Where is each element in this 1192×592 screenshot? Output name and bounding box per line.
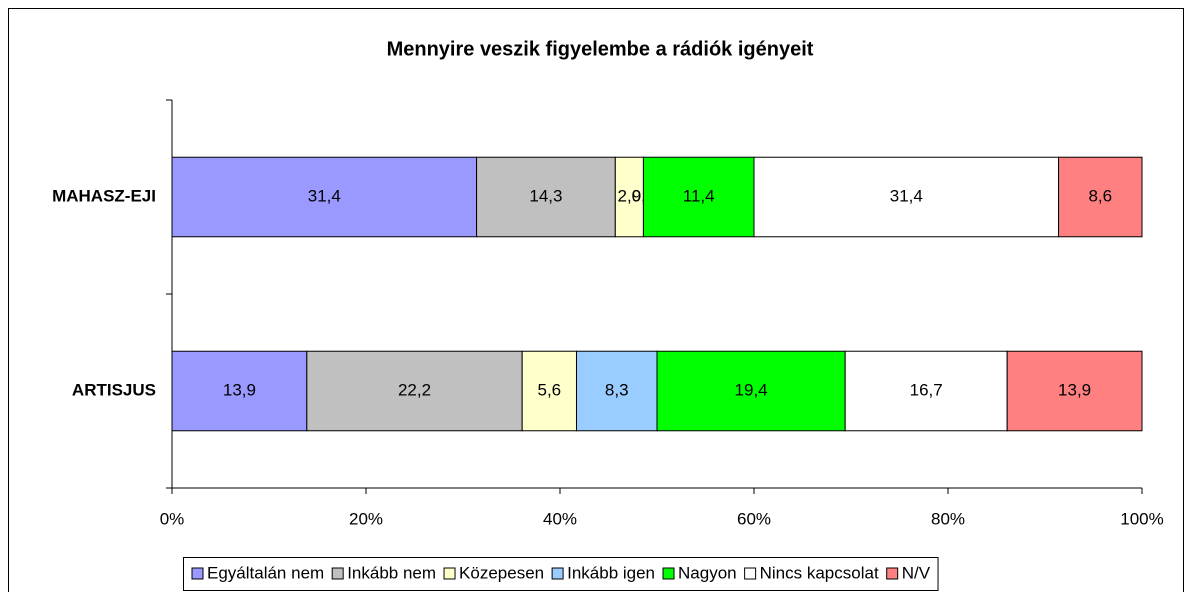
y-tick-label: ARTISJUS [72, 380, 156, 399]
bar-segment [171, 350, 308, 432]
legend-swatch [331, 567, 344, 580]
data-label: 31,4 [308, 186, 341, 205]
data-label: 16,7 [910, 380, 943, 399]
bar-segment [476, 156, 616, 238]
legend-label: Nincs kapcsolat [760, 563, 879, 582]
bar-segment [642, 156, 755, 238]
legend-label: Inkább igen [567, 563, 655, 582]
x-tick-label: 60% [737, 509, 771, 528]
legend-swatch [662, 567, 675, 580]
bar-segment [306, 350, 523, 432]
y-tick-label: MAHASZ-EJI [52, 186, 156, 205]
legend-swatch [443, 567, 456, 580]
data-label: 19,4 [735, 380, 768, 399]
bar-segment [1058, 156, 1143, 238]
bar-segment [171, 156, 478, 238]
data-label: 13,9 [1058, 380, 1091, 399]
data-label: 22,2 [398, 380, 431, 399]
chart-border [8, 8, 1184, 592]
legend-label: N/V [902, 563, 931, 582]
x-tick-label: 100% [1120, 509, 1163, 528]
bar-segment [521, 350, 577, 432]
x-tick-label: 80% [931, 509, 965, 528]
x-tick-label: 0% [160, 509, 185, 528]
x-tick-label: 20% [349, 509, 383, 528]
data-label: 5,6 [538, 380, 562, 399]
data-label: 8,3 [605, 380, 629, 399]
legend-swatch [551, 567, 564, 580]
bar-segment [844, 350, 1008, 432]
data-label: 2,9 [618, 186, 642, 205]
legend-label: Közepesen [459, 563, 544, 582]
chart-title: Mennyire veszik figyelembe a rádiók igén… [387, 38, 814, 60]
data-label: 14,3 [529, 186, 562, 205]
legend-swatch [191, 567, 204, 580]
legend-label: Nagyon [678, 563, 737, 582]
legend-swatch [744, 567, 757, 580]
bar-segment [753, 156, 1060, 238]
x-tick-label: 40% [543, 509, 577, 528]
legend-label: Egyáltalán nem [207, 563, 324, 582]
legend-swatch [886, 567, 899, 580]
bar-segment [614, 156, 644, 238]
bar-segment [656, 350, 846, 432]
data-label: 11,4 [683, 186, 715, 205]
data-label: 8,6 [1088, 186, 1112, 205]
legend-label: Inkább nem [347, 563, 436, 582]
data-label: 13,9 [223, 380, 256, 399]
data-label: 31,4 [890, 186, 923, 205]
bar-segment [1006, 350, 1143, 432]
